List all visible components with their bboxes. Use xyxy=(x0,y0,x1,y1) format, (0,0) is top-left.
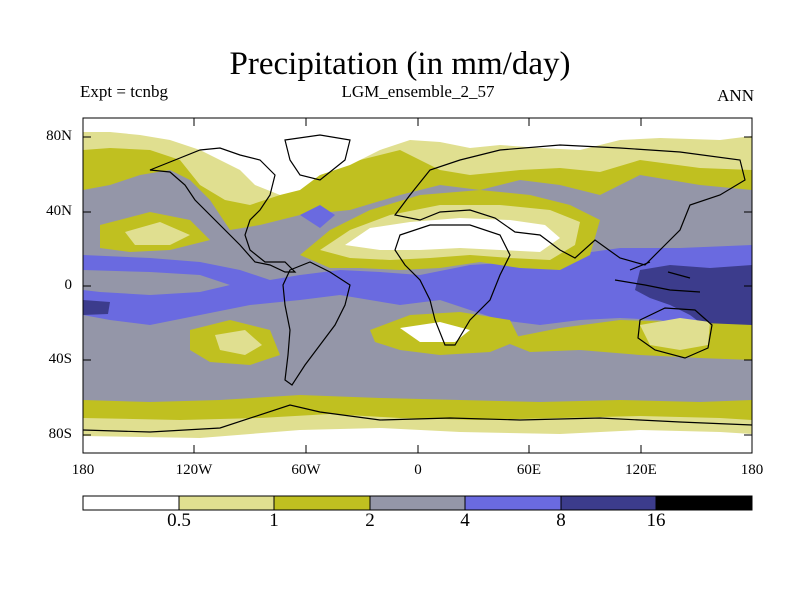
coast-north-america xyxy=(149,147,297,273)
lat-tick-label: 0 xyxy=(64,277,73,293)
colorbar-level-label: 16 xyxy=(646,510,666,531)
colorbar xyxy=(82,495,753,511)
coast-africa xyxy=(394,224,511,346)
lon-tick-label: 0 xyxy=(414,462,422,478)
lat-tick-label: 80N xyxy=(46,128,72,144)
axis-ticks xyxy=(83,118,752,453)
field-southpac-pale xyxy=(215,330,262,355)
colorbar-swatch-7 xyxy=(656,496,752,510)
coast-indonesia xyxy=(614,261,701,293)
colorbar-swatch-4 xyxy=(370,496,465,510)
lon-tick-label: 180 xyxy=(740,462,764,478)
experiment-label: Expt = tcnbg xyxy=(80,82,168,101)
field-eastpac-navy xyxy=(83,300,110,315)
lat-tick-label: 40S xyxy=(48,351,72,367)
colorbar-swatch-1 xyxy=(83,496,179,510)
coast-antarctica xyxy=(82,404,753,433)
colorbar-swatch-2 xyxy=(179,496,274,510)
lon-tick-label: 180 xyxy=(71,462,95,478)
field-southatl-white xyxy=(400,322,470,342)
colorbar-swatch-6 xyxy=(561,496,656,510)
colorbar-level-label: 4 xyxy=(460,510,470,531)
lon-tick-label: 120E xyxy=(625,462,657,478)
run-name: LGM_ensemble_2_57 xyxy=(341,82,495,101)
map-title: Precipitation (in mm/day) xyxy=(229,46,571,82)
colorbar-level-label: 2 xyxy=(365,510,375,531)
lon-tick-label: 60W xyxy=(291,462,321,478)
field-northpac-pale xyxy=(125,222,190,245)
field-antarctic-white xyxy=(83,428,752,453)
lat-tick-label: 40N xyxy=(46,203,72,219)
season-label: ANN xyxy=(717,86,754,105)
colorbar-swatch-5 xyxy=(465,496,561,510)
colorbar-level-label: 8 xyxy=(556,510,566,531)
lon-tick-label: 60E xyxy=(516,462,542,478)
field-greenland-white xyxy=(83,118,752,195)
lon-tick-label: 120W xyxy=(175,462,213,478)
field-australia-pale xyxy=(640,318,710,350)
field-natl-blue xyxy=(300,205,335,228)
colorbar-frame xyxy=(82,495,753,511)
coast-south-america xyxy=(282,261,351,386)
field-itcz-blue xyxy=(83,245,752,345)
colorbar-level-label: 1 xyxy=(269,510,279,531)
coast-australia xyxy=(637,307,713,359)
contour-fields xyxy=(83,118,752,453)
field-tropical-gray-gap xyxy=(83,270,230,295)
colorbar-swatch-3 xyxy=(274,496,370,510)
lat-tick-label: 80S xyxy=(48,426,72,442)
coast-eurasia xyxy=(393,144,746,266)
colorbar-level-label: 0.5 xyxy=(167,510,191,531)
coast-greenland xyxy=(284,134,351,181)
coastlines xyxy=(82,134,753,433)
